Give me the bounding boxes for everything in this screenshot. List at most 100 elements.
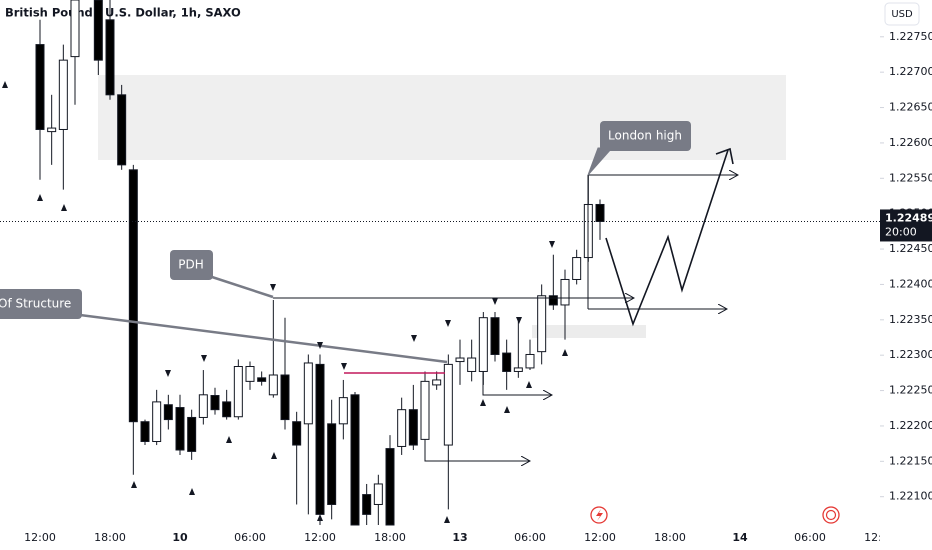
candle-body xyxy=(268,374,278,396)
y-axis: 1.227501.227001.226501.226001.225501.225… xyxy=(880,30,932,503)
candle-body xyxy=(467,357,477,372)
candle-body xyxy=(198,394,208,418)
candle-body xyxy=(490,317,500,355)
structure-pointer xyxy=(79,313,448,364)
candle-body xyxy=(47,127,57,133)
callouts: London high PDH Of Structure xyxy=(0,121,691,319)
x-tick-label: 12:00 xyxy=(584,531,616,544)
y-tick-label: 1.22300 xyxy=(889,348,932,361)
y-tick-label: 1.22150 xyxy=(889,454,932,467)
candle-body xyxy=(35,44,45,130)
candles xyxy=(0,0,880,526)
x-tick-label: 13 xyxy=(452,531,467,544)
candle-body xyxy=(128,169,138,423)
candle-body xyxy=(327,423,337,505)
y-tick-label: 1.22650 xyxy=(889,101,932,114)
event-icon xyxy=(596,509,603,521)
callout-box xyxy=(0,289,82,319)
candle-body xyxy=(525,353,535,369)
candle-body xyxy=(548,295,558,306)
candle-body xyxy=(187,416,197,452)
callout-label: PDH xyxy=(178,258,204,272)
candle-body xyxy=(572,257,582,280)
chart-title: British Pound / U.S. Dollar, 1h, SAXO xyxy=(5,6,241,20)
candle-body xyxy=(385,448,395,526)
candle-body xyxy=(117,94,127,166)
candle-body xyxy=(455,357,465,363)
candle-body xyxy=(502,352,512,372)
callout-box xyxy=(170,250,213,280)
candle-body xyxy=(408,409,418,446)
x-tick-label: 18:00 xyxy=(374,531,406,544)
candle-body xyxy=(303,362,313,425)
y-tick-label: 1.22600 xyxy=(889,136,932,149)
candle-body xyxy=(233,366,243,418)
flag-icon xyxy=(822,506,840,524)
candle-body xyxy=(105,19,115,96)
fractal-down xyxy=(165,241,555,377)
candle-body xyxy=(397,409,407,447)
title-layer: British Pound / U.S. Dollar, 1h, SAXO xyxy=(5,6,241,20)
projection-arrow xyxy=(715,147,734,165)
candle-body xyxy=(58,59,68,130)
candle-body xyxy=(560,278,570,306)
candle-body xyxy=(175,407,185,451)
candle-body xyxy=(70,0,80,58)
candle-body xyxy=(537,295,547,353)
x-tick-label: 06:00 xyxy=(794,531,826,544)
candle-body xyxy=(338,397,348,425)
candle-body xyxy=(245,366,255,382)
drawings xyxy=(79,147,738,461)
y-tick-label: 1.22200 xyxy=(889,419,932,432)
callout-label: London high xyxy=(608,129,682,143)
candle-body xyxy=(443,363,453,446)
candle-body xyxy=(140,421,150,443)
candle-body xyxy=(292,421,302,446)
candle-body xyxy=(315,363,325,515)
candle-body xyxy=(280,374,290,421)
candle-body xyxy=(152,401,162,443)
x-tick-label: 14 xyxy=(732,531,748,544)
candle-body xyxy=(362,494,372,515)
zones xyxy=(98,75,786,338)
projection-path xyxy=(605,149,729,327)
x-tick-label: 06:00 xyxy=(514,531,546,544)
countdown-label: 20:00 xyxy=(885,225,917,238)
candle-body xyxy=(420,380,430,440)
last-price-label: 1.22489 xyxy=(885,211,932,224)
last-price-box xyxy=(880,209,932,242)
y-tick-label: 1.22700 xyxy=(889,65,932,78)
currency: USD xyxy=(891,9,913,20)
y-tick-label: 1.22750 xyxy=(889,30,932,43)
x-tick-label: 06:00 xyxy=(234,531,266,544)
price-axis-panel xyxy=(880,0,932,550)
y-tick-label: 1.22250 xyxy=(889,384,932,397)
y-tick-label: 1.22400 xyxy=(889,277,932,290)
currency-box xyxy=(884,2,920,26)
x-tick-label: 12:00 xyxy=(304,531,336,544)
candle-body xyxy=(478,317,488,372)
x-tick-label: 18:00 xyxy=(94,531,126,544)
y-tick-label: 1.22350 xyxy=(889,313,932,326)
candle-body xyxy=(93,0,103,61)
x-tick-label: 10 xyxy=(172,531,188,544)
x-tick-label: 12:00 xyxy=(24,531,56,544)
y-tick-label: 1.22450 xyxy=(889,242,932,255)
y-tick-label: 1.22100 xyxy=(889,490,932,503)
callout-label: Of Structure xyxy=(0,297,71,311)
event-icon xyxy=(590,506,608,524)
candle-body xyxy=(257,377,267,382)
pdh-pointer xyxy=(211,275,274,299)
liquidity-line xyxy=(424,440,530,461)
candle-body xyxy=(373,483,383,505)
icons xyxy=(590,506,840,524)
callout-box xyxy=(600,121,691,151)
candle-body xyxy=(350,394,360,526)
x-tick-label: 18:00 xyxy=(654,531,686,544)
candle-body xyxy=(163,404,173,421)
candle-body xyxy=(595,203,605,222)
candle-body xyxy=(432,379,442,386)
y-tick-label: 1.22550 xyxy=(889,171,932,184)
